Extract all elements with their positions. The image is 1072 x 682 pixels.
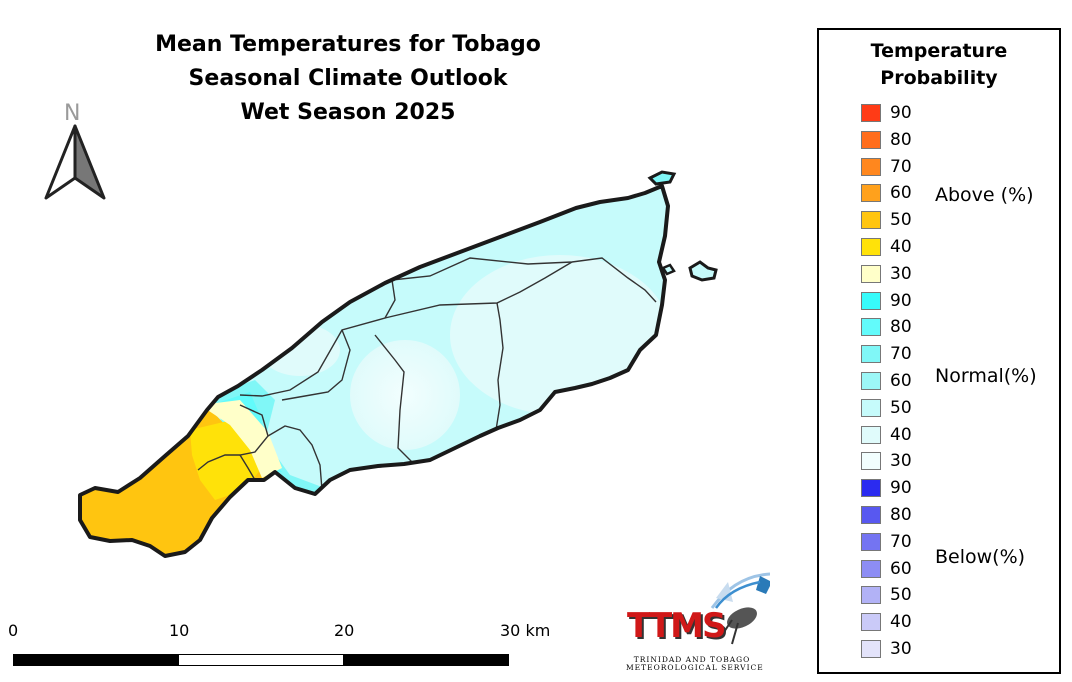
legend-swatch [861,559,881,578]
legend-swatch [861,157,881,176]
legend: Temperature Probability 90 80 70 60 50 40 30 90… [817,28,1061,674]
legend-value: 40 [890,612,912,633]
legend-value: 30 [890,639,912,659]
legend-swatch [861,479,881,498]
legend-value: 60 [890,183,912,204]
legend-value: 60 [890,371,912,391]
legend-swatch [861,264,881,283]
legend-swatch [861,291,881,310]
logo-subtitle-line-2: METEOROLOGICAL SERVICE [626,663,764,672]
legend-swatch [861,613,881,632]
north-letter: N [64,101,81,126]
legend-swatch [861,532,881,551]
logo-text: TTMS [627,606,726,646]
legend-value: 40 [890,237,912,257]
legend-value: 80 [890,317,912,338]
legend-swatch [861,130,881,149]
legend-value: 30 [890,263,912,284]
legend-swatch [861,425,881,444]
legend-swatch [861,211,881,230]
legend-group-above-label: Above (%) [935,184,1034,206]
legend-swatch [861,640,881,658]
title-line-2: Seasonal Climate Outlook [188,66,508,91]
legend-swatch [861,506,881,524]
legend-value: 60 [890,558,912,579]
legend-value: 70 [890,531,912,552]
ttms-logo-icon [710,572,770,645]
legend-group-below-label: Below(%) [935,546,1026,568]
scale-label-30: 30 km [500,621,551,640]
scale-label-20: 20 [334,621,355,640]
legend-value: 80 [890,505,912,525]
legend-swatch [861,586,881,605]
legend-value: 50 [890,210,912,231]
legend-value: 40 [890,424,912,445]
scale-bar [13,654,509,666]
legend-value: 90 [890,290,912,311]
legend-value: 80 [890,129,912,150]
legend-title: Temperature Probability [819,38,1059,92]
title-line-3: Wet Season 2025 [240,100,456,125]
legend-swatch [861,345,881,364]
legend-swatch [861,184,881,203]
logo-subtitle: TRINIDAD AND TOBAGO METEOROLOGICAL SERVI… [626,655,764,672]
legend-swatch [861,238,881,256]
legend-value: 70 [890,344,912,365]
legend-value: 50 [890,585,912,606]
tobago-map [78,170,718,558]
legend-swatch [861,398,881,417]
legend-value: 90 [890,478,912,499]
north-arrow-icon [44,124,106,200]
title-line-1: Mean Temperatures for Tobago [155,32,541,57]
legend-value: 90 [890,103,912,123]
legend-title-line-1: Temperature [870,40,1008,62]
legend-swatch [861,104,881,122]
legend-value: 30 [890,451,912,472]
scale-label-10: 10 [169,621,190,640]
map-title: Mean Temperatures for Tobago Seasonal Cl… [108,28,588,130]
scale-label-0: 0 [8,621,19,640]
legend-swatch [861,318,881,337]
legend-group-normal-label: Normal(%) [935,365,1037,387]
legend-value: 70 [890,156,912,177]
logo-subtitle-line-1: TRINIDAD AND TOBAGO [633,655,751,664]
legend-swatch [861,372,881,390]
legend-title-line-2: Probability [880,67,998,89]
legend-swatch [861,452,881,471]
legend-value: 50 [890,397,912,418]
